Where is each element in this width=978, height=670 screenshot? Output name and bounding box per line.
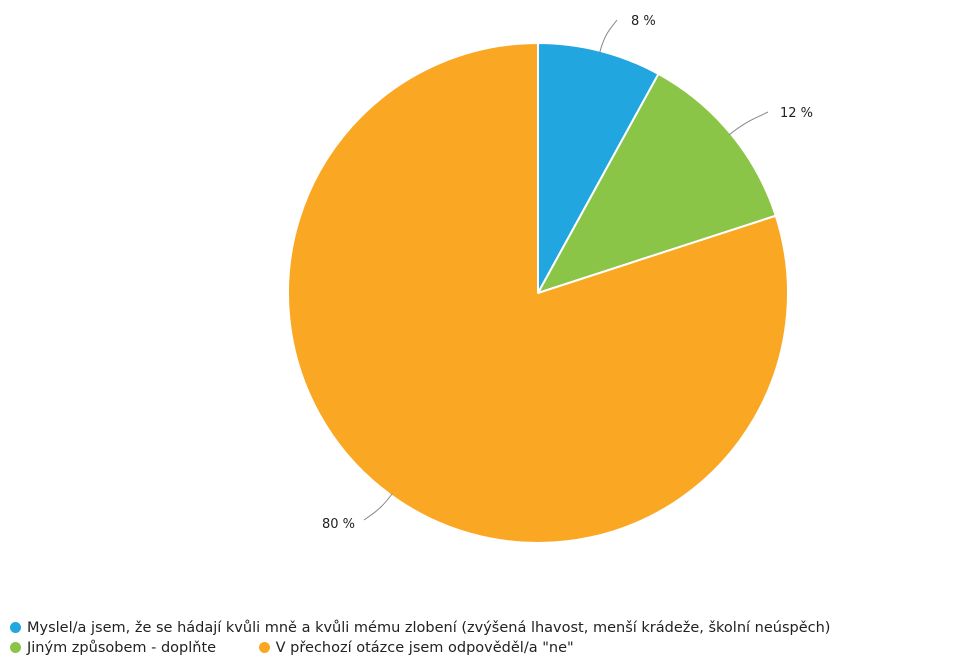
pie-slices bbox=[287, 42, 789, 544]
legend-item-2[interactable]: V přechozí otázce jsem odpověděl/a "ne" bbox=[258, 638, 574, 658]
legend-item-1[interactable]: Jiným způsobem - doplňte bbox=[10, 638, 216, 658]
legend-dot-icon bbox=[10, 622, 21, 633]
legend-dot-icon bbox=[10, 642, 21, 653]
legend: Myslel/a jsem, že se hádají kvůli mně a … bbox=[10, 618, 978, 658]
legend-row-2: Jiným způsobem - doplňte V přechozí otáz… bbox=[10, 638, 978, 658]
pie-chart: 8 % 12 % 80 % bbox=[287, 14, 813, 544]
label-connector-2 bbox=[363, 493, 393, 521]
data-label-0: 8 % bbox=[631, 14, 656, 29]
legend-dot-icon bbox=[258, 642, 270, 653]
legend-label: V přechozí otázce jsem odpověděl/a "ne" bbox=[275, 640, 574, 656]
data-labels: 8 % 12 % 80 % bbox=[322, 14, 813, 532]
legend-label: Jiným způsobem - doplňte bbox=[27, 640, 217, 656]
legend-label: Myslel/a jsem, že se hádají kvůli mně a … bbox=[27, 620, 831, 636]
data-label-2: 80 % bbox=[322, 517, 355, 532]
legend-item-0[interactable]: Myslel/a jsem, že se hádají kvůli mně a … bbox=[10, 618, 830, 638]
label-connector-1 bbox=[728, 111, 769, 136]
data-label-1: 12 % bbox=[780, 106, 813, 121]
legend-row-1: Myslel/a jsem, že se hádají kvůli mně a … bbox=[10, 618, 978, 638]
label-connector-0 bbox=[599, 19, 618, 53]
